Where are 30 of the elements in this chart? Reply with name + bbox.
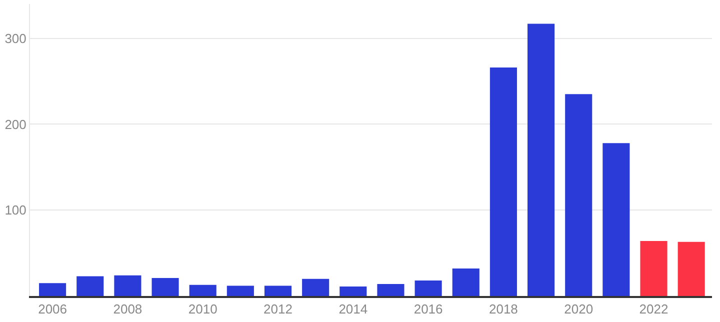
bar [302,278,330,296]
bar [189,284,216,296]
x-tick-label: 2018 [488,302,518,317]
x-tick-label: 2008 [113,302,142,317]
bar [340,286,367,296]
y-tick-label: 100 [4,202,26,218]
x-tick-label: 2022 [639,302,668,317]
bar [490,68,517,296]
bar [678,242,705,296]
bar [39,283,66,296]
bar [414,280,442,296]
x-tick-label: 2006 [38,302,68,317]
bar [226,286,254,296]
bar [114,275,142,296]
x-tick-label: 2016 [414,302,443,317]
bar [264,286,292,296]
x-tick-label: 2010 [188,302,218,317]
bar [528,24,555,296]
bar [76,276,104,296]
x-tick-label: 2012 [264,302,292,317]
bar [602,143,630,296]
bar [565,94,592,296]
bar [640,241,668,296]
x-tick-label: 2014 [338,302,368,317]
x-tick-label: 2020 [564,302,594,317]
y-tick-label: 300 [4,30,26,46]
bar [452,268,480,296]
bar [377,284,404,296]
y-tick-label: 200 [4,116,26,132]
bar [152,278,179,296]
